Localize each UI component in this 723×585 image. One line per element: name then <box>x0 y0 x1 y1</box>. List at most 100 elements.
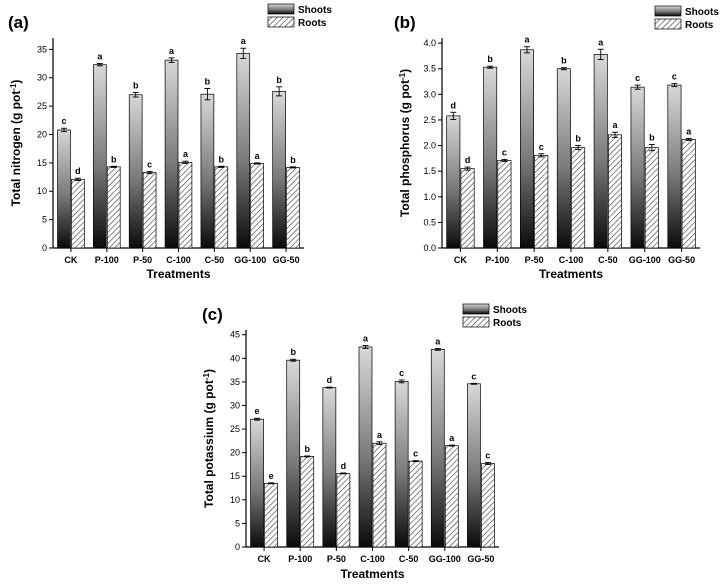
significance-letter: c <box>539 142 544 152</box>
significance-letter: b <box>649 133 655 143</box>
roots-bar-P-50 <box>142 172 157 249</box>
x-tick-label: C-50 <box>399 554 419 564</box>
y-tick-label: 5 <box>235 518 240 528</box>
roots-bar-GG-100 <box>644 147 659 249</box>
shoots-bar-P-100 <box>93 64 107 249</box>
roots-bar-P-100 <box>106 166 121 249</box>
shoots-bar-C-100 <box>358 346 373 548</box>
significance-letter: a <box>169 46 175 56</box>
significance-letter: b <box>575 134 581 144</box>
significance-letter: e <box>255 406 260 416</box>
shoots-bar-CK <box>250 418 264 548</box>
x-tick-label: GG-100 <box>234 255 266 265</box>
panel-label: (c) <box>202 305 223 324</box>
significance-letter: a <box>183 149 189 159</box>
y-tick-label: 0 <box>235 542 240 552</box>
legend-label-roots: Roots <box>298 18 327 29</box>
x-tick-label: GG-50 <box>467 554 494 564</box>
y-axis-label: Total nitrogen (g pot-1) <box>9 80 24 207</box>
y-tick-label: 3.5 <box>423 64 436 74</box>
y-tick-label: 45 <box>230 330 240 340</box>
significance-letter: a <box>377 430 383 440</box>
y-axis-label: Total phosphorus (g pot-1) <box>398 69 413 217</box>
chart-panel-0: (a) 0 5 10 15 20 25 30 35 Total nitrogen (g pot-1… <box>8 3 332 281</box>
legend-label-roots: Roots <box>685 20 714 31</box>
significance-letter: c <box>635 73 640 83</box>
significance-letter: b <box>133 80 139 90</box>
roots-bar-P-100 <box>497 160 512 249</box>
y-tick-label: 3.0 <box>423 89 436 99</box>
significance-letter: c <box>471 371 476 381</box>
legend-swatch-shoots <box>462 303 490 315</box>
roots-bar-C-100 <box>178 161 193 249</box>
legend-label-shoots: Shoots <box>685 7 719 18</box>
significance-letter: a <box>449 433 455 443</box>
significance-letter: a <box>255 151 261 161</box>
significance-letter: d <box>75 166 81 176</box>
panel-label: (a) <box>8 13 29 32</box>
x-axis-label: Treatments <box>539 267 603 281</box>
x-tick-label: C-50 <box>598 255 618 265</box>
x-tick-label: GG-100 <box>429 554 461 564</box>
x-tick-label: C-100 <box>559 255 584 265</box>
significance-letter: c <box>413 449 418 459</box>
y-axis-label: Total potassium (g pot-1) <box>202 369 217 508</box>
shoots-bar-GG-100 <box>630 86 645 249</box>
x-tick-label: GG-100 <box>629 255 661 265</box>
significance-letter: d <box>327 375 333 385</box>
x-tick-label: GG-50 <box>668 255 695 265</box>
shoots-bar-P-50 <box>128 94 143 249</box>
y-tick-label: 1.5 <box>423 166 436 176</box>
shoots-bar-GG-100 <box>236 52 251 249</box>
y-tick-label: 5 <box>42 215 47 225</box>
significance-letter: a <box>612 120 618 130</box>
significance-letter: c <box>61 116 66 126</box>
shoots-bar-P-100 <box>483 66 498 249</box>
x-tick-label: C-50 <box>205 255 225 265</box>
panel-label: (b) <box>394 13 416 32</box>
legend-swatch-shoots <box>654 5 682 17</box>
chart-panel-2: (c) 0 5 10 15 20 25 30 35 40 45 Total potassium (g … <box>202 303 527 581</box>
y-tick-label: 0.0 <box>423 243 436 253</box>
x-tick-label: CK <box>64 255 77 265</box>
roots-bar-CK <box>460 168 475 249</box>
y-tick-label: 25 <box>37 101 47 111</box>
roots-bar-C-100 <box>571 147 586 249</box>
x-tick-label: CK <box>454 255 467 265</box>
significance-letter: a <box>241 36 247 46</box>
x-tick-label: GG-50 <box>273 255 300 265</box>
roots-bar-C-50 <box>214 166 229 249</box>
roots-bar-P-50 <box>534 154 549 249</box>
y-tick-label: 10 <box>230 495 240 505</box>
shoots-bar-GG-50 <box>667 84 682 249</box>
x-tick-label: P-50 <box>327 554 346 564</box>
significance-letter: b <box>561 56 567 66</box>
y-tick-label: 40 <box>230 353 240 363</box>
shoots-bar-C-50 <box>593 54 608 249</box>
roots-bar-GG-50 <box>481 463 495 548</box>
shoots-bar-GG-50 <box>272 91 286 249</box>
significance-letter: c <box>485 451 490 461</box>
significance-letter: c <box>672 72 677 82</box>
x-axis-label: Treatments <box>340 567 404 581</box>
shoots-bar-CK <box>446 115 461 249</box>
y-tick-label: 2.5 <box>423 115 436 125</box>
significance-letter: a <box>525 35 531 45</box>
significance-letter: b <box>219 154 225 164</box>
legend-label-roots: Roots <box>493 318 522 329</box>
shoots-bar-P-100 <box>286 359 301 548</box>
significance-letter: c <box>147 159 152 169</box>
x-tick-label: P-50 <box>133 255 152 265</box>
y-tick-label: 35 <box>230 377 240 387</box>
legend-swatch-roots <box>267 16 295 28</box>
legend-swatch-roots <box>654 18 682 30</box>
y-tick-label: 20 <box>230 448 240 458</box>
significance-letter: e <box>269 471 274 481</box>
y-tick-label: 15 <box>230 471 240 481</box>
roots-bar-C-50 <box>608 134 622 249</box>
significance-letter: b <box>205 77 211 87</box>
significance-letter: d <box>341 461 347 471</box>
y-tick-label: 4.0 <box>423 38 436 48</box>
roots-bar-CK <box>264 482 278 548</box>
shoots-bar-GG-50 <box>467 383 481 548</box>
